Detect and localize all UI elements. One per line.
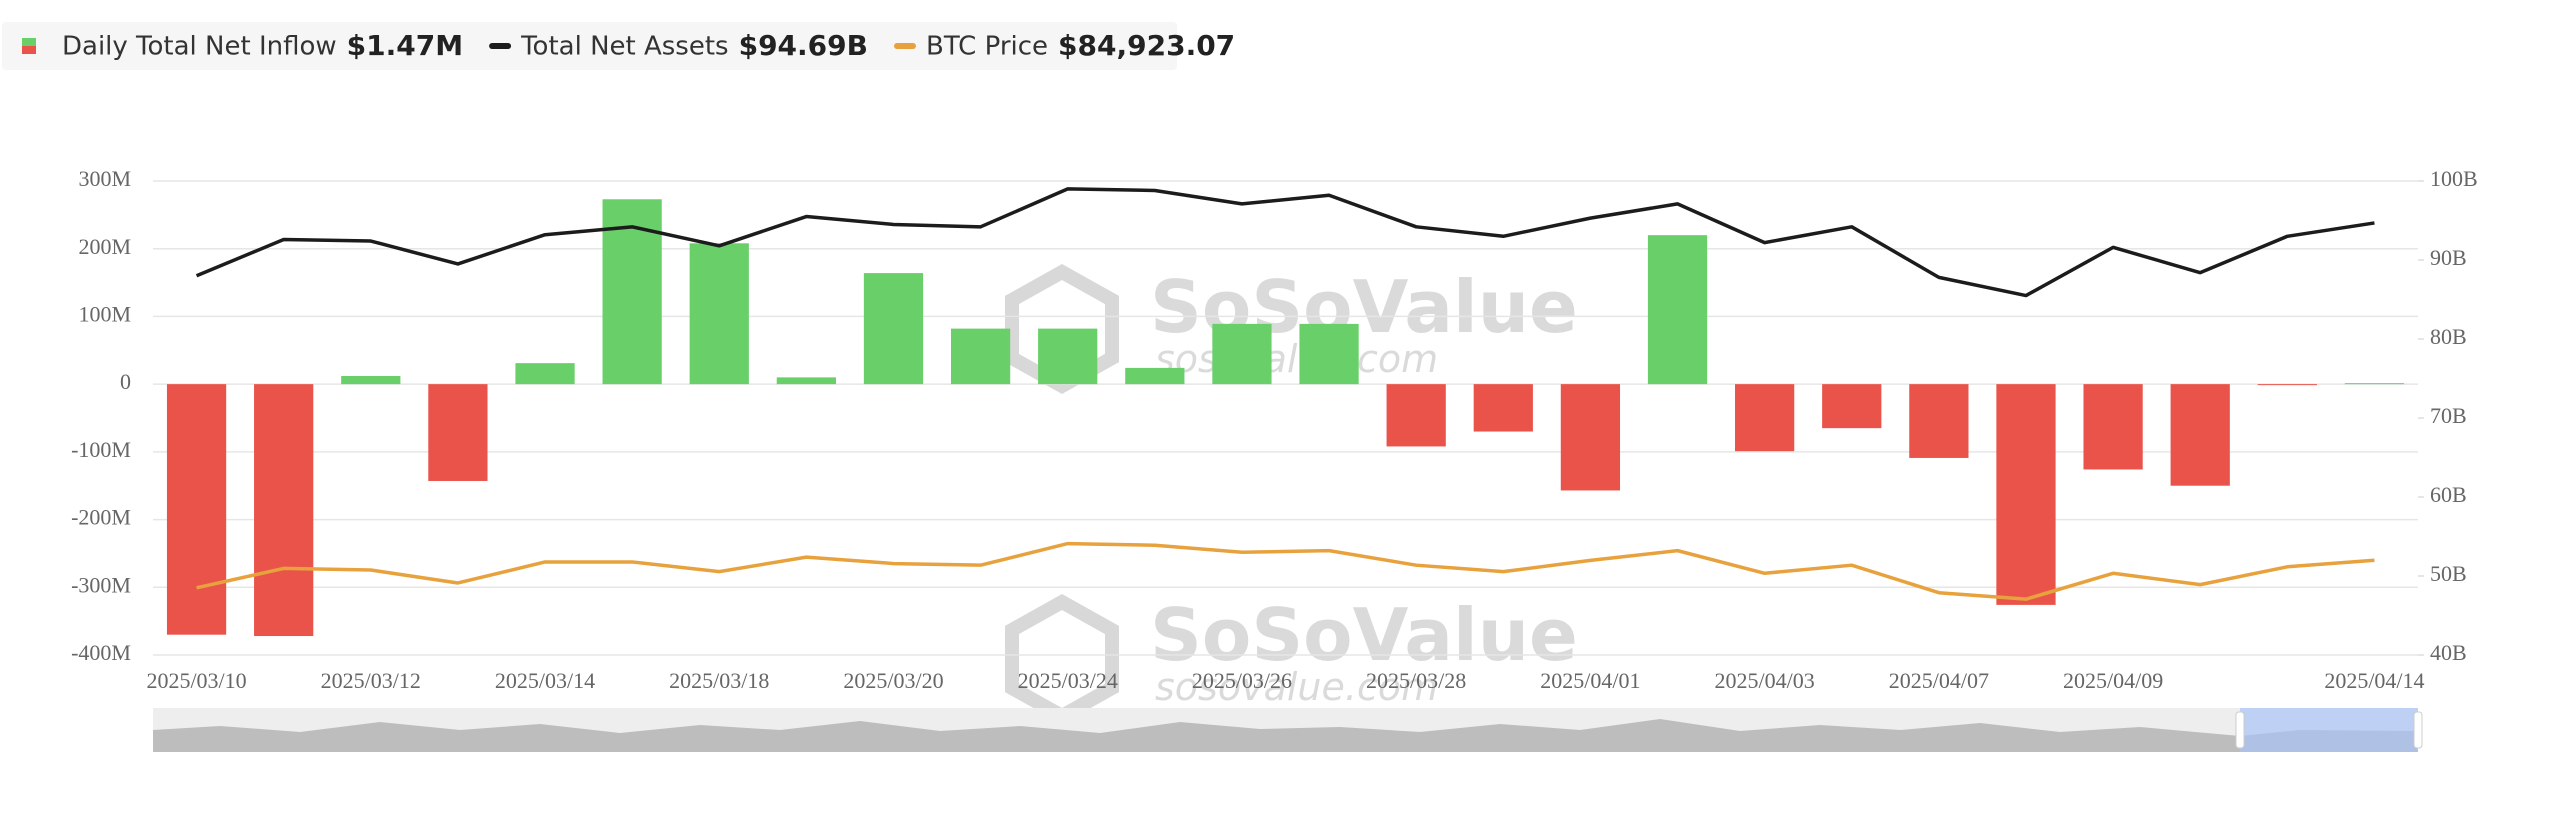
x-tick-label: 2025/04/01 xyxy=(1540,668,1640,693)
bar xyxy=(1560,384,1621,491)
x-tick-label: 2025/03/18 xyxy=(669,668,769,693)
bar xyxy=(863,273,924,385)
line xyxy=(196,541,2375,601)
legend-label: BTC Price xyxy=(926,32,1048,62)
bar xyxy=(341,376,401,385)
bar xyxy=(1822,384,1882,429)
legend-label: Total Net Assets xyxy=(520,32,729,62)
bar xyxy=(689,243,749,385)
legend-label: Daily Total Net Inflow xyxy=(62,32,337,62)
x-tick-label: 2025/03/10 xyxy=(146,668,246,693)
bar xyxy=(166,384,227,635)
bar xyxy=(1299,323,1359,385)
x-tick-label: 2025/04/03 xyxy=(1715,668,1815,693)
slider-handle[interactable] xyxy=(2235,711,2245,749)
y2-tick-label: 40B xyxy=(2430,640,2467,665)
y2-tick-label: 90B xyxy=(2430,245,2467,270)
range-slider[interactable] xyxy=(153,708,2423,752)
bar xyxy=(1125,367,1185,385)
bar xyxy=(2083,384,2143,470)
x-tick-label: 2025/03/14 xyxy=(495,668,595,693)
line xyxy=(195,187,2375,298)
x-tick-label: 2025/04/14 xyxy=(2324,668,2424,693)
y2-tick-label: 50B xyxy=(2430,561,2467,586)
bar xyxy=(1996,384,2056,605)
slider-window[interactable] xyxy=(2240,708,2418,752)
y2-tick-label: 100B xyxy=(2430,166,2478,191)
y-tick-label: 100M xyxy=(78,301,131,326)
bar xyxy=(1386,384,1446,447)
x-tick-label: 2025/03/12 xyxy=(321,668,421,693)
bar xyxy=(2344,383,2405,385)
legend-swatch xyxy=(893,43,916,49)
legend-swatch xyxy=(22,46,36,54)
legend-swatch xyxy=(489,43,512,49)
bar xyxy=(254,384,314,637)
bar xyxy=(1735,384,1795,452)
x-tick-label: 2025/03/20 xyxy=(843,668,943,693)
legend-value: $1.47M xyxy=(347,29,463,62)
slider-preview xyxy=(153,719,2418,752)
legend-swatch xyxy=(22,38,36,46)
watermark-text: SoSoValue xyxy=(1150,593,1578,677)
bar xyxy=(776,377,836,385)
watermark-url: sosovalue.com xyxy=(1155,337,1438,381)
y-tick-label: 0 xyxy=(120,369,131,394)
bar xyxy=(2257,384,2317,386)
x-tick-label: 2025/03/26 xyxy=(1192,668,1292,693)
y-tick-label: -100M xyxy=(71,437,131,462)
legend-background xyxy=(2,22,1177,70)
bar xyxy=(950,328,1011,385)
bar xyxy=(1473,384,1533,432)
legend-value: $84,923.07 xyxy=(1058,29,1235,62)
y2-tick-label: 60B xyxy=(2430,482,2467,507)
x-tick-label: 2025/04/09 xyxy=(2063,668,2163,693)
y-tick-label: -200M xyxy=(71,505,131,530)
bar xyxy=(428,384,488,481)
slider-handle[interactable] xyxy=(2413,711,2423,749)
watermark-logo xyxy=(1005,263,1119,395)
x-tick-label: 2025/03/28 xyxy=(1366,668,1466,693)
y2-tick-label: 80B xyxy=(2430,324,2467,349)
watermark: SoSoValue sosovalue.com SoSoValue sosova… xyxy=(1005,263,1578,725)
legend-value: $94.69B xyxy=(739,29,868,62)
y-tick-label: 200M xyxy=(78,234,131,259)
y-tick-label: 300M xyxy=(78,166,131,191)
x-tick-label: 2025/03/24 xyxy=(1018,668,1118,693)
bar xyxy=(1038,328,1098,385)
y-tick-label: -300M xyxy=(71,572,131,597)
watermark-logo xyxy=(1005,593,1119,725)
bar xyxy=(1647,235,1708,385)
y-tick-label: -400M xyxy=(71,640,131,665)
bar xyxy=(2170,384,2230,486)
watermark-url: sosovalue.com xyxy=(1155,665,1438,709)
y2-tick-label: 70B xyxy=(2430,403,2467,428)
bar xyxy=(1212,323,1272,385)
bar xyxy=(1909,384,1969,458)
x-tick-label: 2025/04/07 xyxy=(1889,668,1989,693)
bar xyxy=(515,363,575,385)
